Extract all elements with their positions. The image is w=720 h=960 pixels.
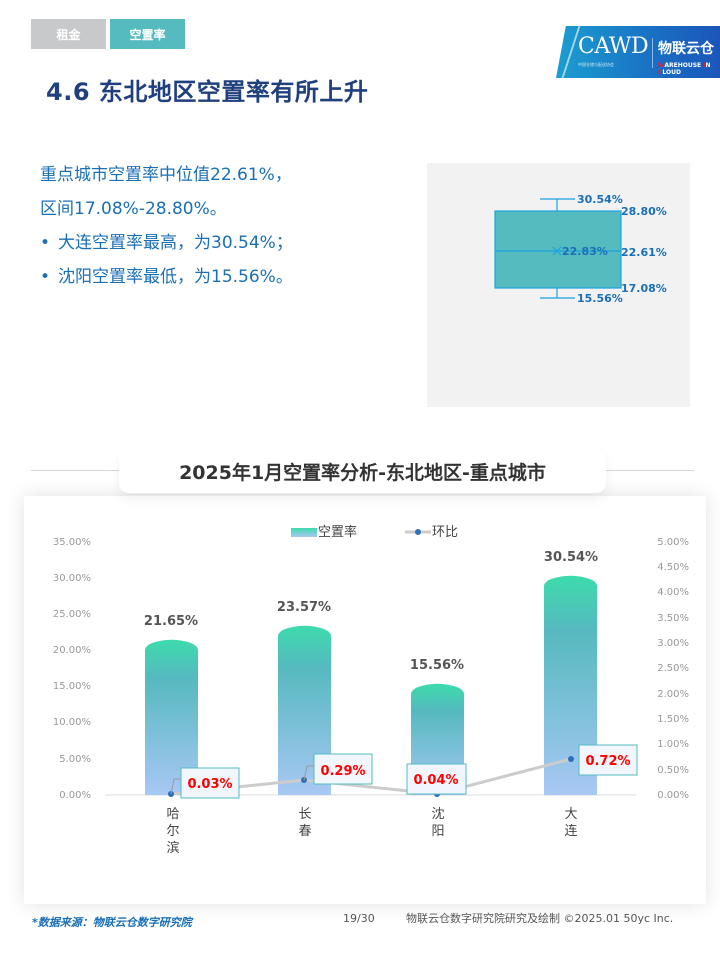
chart-title: 2025年1月空置率分析-东北地区-重点城市 <box>119 449 606 493</box>
chart-card: 空置率 环比 0.00% 5.00% 10.00% 15.00% 20.00% … <box>24 496 706 904</box>
svg-text:21.65%: 21.65% <box>144 614 198 629</box>
summary-bullet: • 大连空置率最高，为30.54%； <box>40 226 293 260</box>
svg-text:15.56%: 15.56% <box>410 658 464 673</box>
svg-text:20.00%: 20.00% <box>53 645 91 656</box>
logo-wic-subtitle: WAREHOUSE IN CLOUD <box>658 62 711 76</box>
bullet-icon: • <box>40 267 51 287</box>
svg-text:23.57%: 23.57% <box>277 600 331 615</box>
page-title: 4.6 东北地区空置率有所上升 <box>46 78 369 106</box>
svg-text:0.03%: 0.03% <box>187 777 232 792</box>
svg-text:15.00%: 15.00% <box>53 681 91 692</box>
svg-text:5.00%: 5.00% <box>657 537 689 548</box>
logo-cawd: CAWD <box>578 34 649 59</box>
svg-text:0.00%: 0.00% <box>657 790 689 801</box>
svg-text:1.50%: 1.50% <box>657 714 689 725</box>
data-source: *数据来源：物联云仓数字研究院 <box>32 916 192 929</box>
boxplot-min-label: 15.56% <box>577 292 623 305</box>
divider-right <box>604 470 694 471</box>
svg-text:4.50%: 4.50% <box>657 562 689 573</box>
y-axis-left: 0.00% 5.00% 10.00% 15.00% 20.00% 25.00% … <box>53 537 91 801</box>
svg-text:10.00%: 10.00% <box>53 717 91 728</box>
svg-text:0.29%: 0.29% <box>320 764 365 779</box>
divider-left <box>31 470 121 471</box>
page-number: 19/30 <box>343 912 375 925</box>
svg-text:0.04%: 0.04% <box>413 773 458 788</box>
svg-text:35.00%: 35.00% <box>53 537 91 548</box>
bar-changchun[interactable] <box>278 625 331 795</box>
boxplot-max-label: 30.54% <box>577 193 623 206</box>
chart-legend: 空置率 环比 <box>291 524 458 540</box>
svg-text:3.00%: 3.00% <box>657 638 689 649</box>
svg-text:0.72%: 0.72% <box>585 754 630 769</box>
svg-text:30.54%: 30.54% <box>544 550 598 565</box>
boxplot-chart: 30.54% 28.80% 22.83% 22.61% 17.08% 15.56… <box>427 163 690 407</box>
summary-line: 重点城市空置率中位值22.61%， <box>40 165 292 185</box>
mom-labels: 0.03% 0.29% 0.04% 0.72% <box>180 744 638 799</box>
x-axis: 哈尔滨 长春 沈阳 大连 <box>166 807 577 856</box>
svg-text:5.00%: 5.00% <box>59 754 91 765</box>
bar-harbin[interactable] <box>145 639 198 795</box>
summary-text: 重点城市空置率中位值22.61%， 区间17.08%-28.80%。 • 大连空置… <box>40 158 293 294</box>
logo-separator <box>652 38 653 68</box>
legend-vacancy[interactable]: 空置率 <box>318 524 357 540</box>
boxplot-q1-label: 17.08% <box>621 282 667 295</box>
boxplot-median-label: 22.61% <box>621 246 667 259</box>
bar-labels: 21.65% 23.57% 15.56% 30.54% <box>144 550 598 673</box>
svg-text:2.00%: 2.00% <box>657 689 689 700</box>
tab-vacancy-rate[interactable]: 空置率 <box>110 19 185 49</box>
tab-rent[interactable]: 租金 <box>31 19 106 49</box>
logo-cawd-subtitle: 中国仓储与配送协会 <box>578 62 614 67</box>
svg-text:4.00%: 4.00% <box>657 587 689 598</box>
svg-text:2.50%: 2.50% <box>657 663 689 674</box>
x-label-dalian: 大连 <box>564 807 577 839</box>
legend-mom[interactable]: 环比 <box>432 525 458 540</box>
svg-text:0.50%: 0.50% <box>657 765 689 776</box>
x-label-shenyang: 沈阳 <box>431 807 444 839</box>
legend-bar-icon <box>291 528 317 537</box>
svg-text:0.00%: 0.00% <box>59 790 91 801</box>
boxplot-mean-label: 22.83% <box>562 245 608 258</box>
svg-text:1.00%: 1.00% <box>657 739 689 750</box>
svg-text:25.00%: 25.00% <box>53 609 91 620</box>
brand-logo: CAWD 中国仓储与配送协会 物联云仓 WAREHOUSE IN CLOUD <box>556 26 720 78</box>
bullet-icon: • <box>40 233 51 253</box>
bar-dalian[interactable] <box>544 575 597 795</box>
x-label-harbin: 哈尔滨 <box>166 807 179 856</box>
y-axis-right: 0.00% 0.50% 1.00% 1.50% 2.00% 2.50% 3.00… <box>657 537 689 801</box>
logo-wic: 物联云仓 <box>658 41 714 57</box>
svg-text:3.50%: 3.50% <box>657 613 689 624</box>
summary-line: 区间17.08%-28.80%。 <box>40 199 227 219</box>
boxplot-q3-label: 28.80% <box>621 205 667 218</box>
copyright: 物联云仓数字研究院研究及绘制 ©2025.01 50yc Inc. <box>406 912 674 925</box>
summary-bullet: • 沈阳空置率最低，为15.56%。 <box>40 260 293 294</box>
svg-text:30.00%: 30.00% <box>53 573 91 584</box>
x-label-changchun: 长春 <box>298 807 311 839</box>
